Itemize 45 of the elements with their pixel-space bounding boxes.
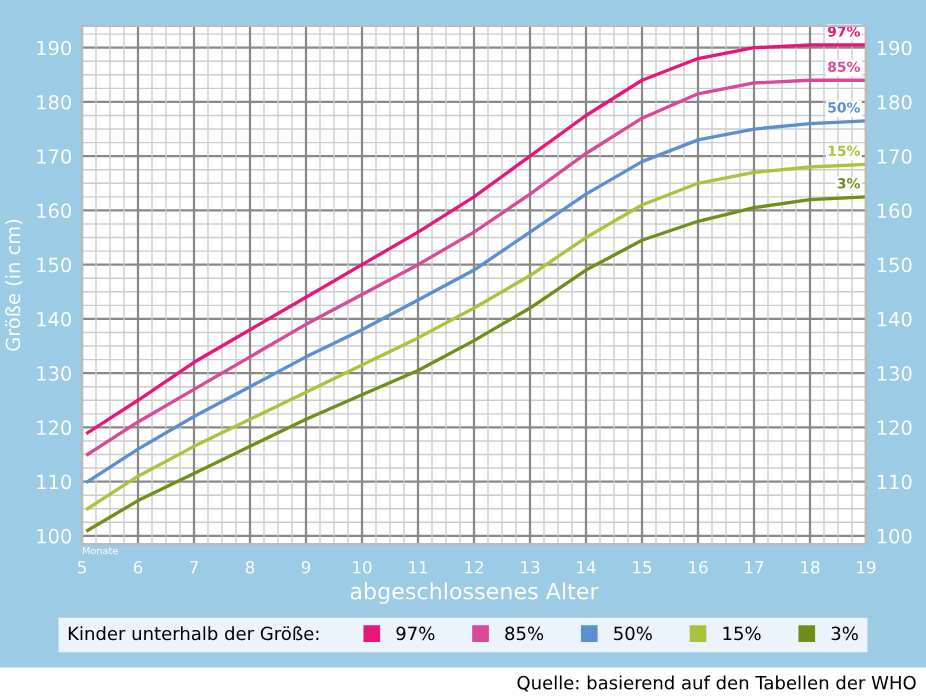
x-tick-label: 17 (745, 561, 764, 574)
x-tick-label: 8 (245, 560, 255, 574)
x-axis-title: abgeschlossenes Alter (350, 582, 599, 604)
legend-label: 50% (614, 626, 652, 641)
x-tick-label: 15 (633, 561, 652, 574)
y-tick-label: 120 (37, 420, 71, 436)
x-tick-label: 18 (801, 560, 820, 574)
y2-tick-label: 140 (877, 311, 912, 327)
y-tick-label: 170 (37, 149, 71, 164)
x-tick-label: 7 (190, 561, 198, 574)
y2-tick-label: 150 (877, 257, 912, 273)
x-tick-label: 9 (301, 560, 311, 574)
y-tick-label: 150 (37, 257, 71, 273)
y-tick-label: 180 (37, 94, 71, 110)
line-series (85, 119, 866, 484)
legend-label: 85% (505, 626, 544, 641)
x-tick-label: 19 (857, 560, 876, 574)
x-tick-label: 11 (409, 561, 428, 574)
y-tick-label: 110 (37, 474, 71, 490)
x-tick-label: 13 (521, 560, 540, 574)
x-tick-label: 16 (689, 560, 708, 574)
y2-tick-label: 100 (877, 528, 912, 544)
y2-tick-label: 160 (877, 203, 912, 219)
legend-label: 97% (396, 626, 435, 641)
y2-tick-label: 130 (877, 366, 912, 381)
y-tick-label: 160 (37, 203, 71, 219)
legend-label: 15% (723, 626, 761, 641)
legend-title: Kinder unterhalb der Größe: (68, 626, 319, 641)
y-tick-label: 130 (37, 366, 71, 381)
y2-tick-label: 190 (877, 40, 912, 56)
x-tick-label: 5 (77, 561, 86, 574)
x-tick-label: 14 (577, 561, 596, 574)
source-note: Quelle: basierend auf den Tabellen der WHO (517, 675, 916, 692)
y2-tick-label: 180 (877, 94, 912, 110)
x-tick-label: 12 (465, 560, 483, 574)
y2-tick-label: 120 (877, 420, 912, 436)
y2-tick-label: 110 (877, 474, 912, 490)
y-tick-label: 100 (37, 528, 71, 544)
x-tick-label: 6 (133, 560, 143, 574)
y-tick-label: 140 (37, 311, 71, 327)
y-tick-label: 190 (37, 40, 71, 56)
legend-label: 3% (831, 626, 858, 641)
x-tick-label: 10 (353, 560, 372, 574)
y-axis-title: Größe (in cm) (5, 219, 23, 351)
y2-tick-label: 170 (877, 149, 912, 164)
